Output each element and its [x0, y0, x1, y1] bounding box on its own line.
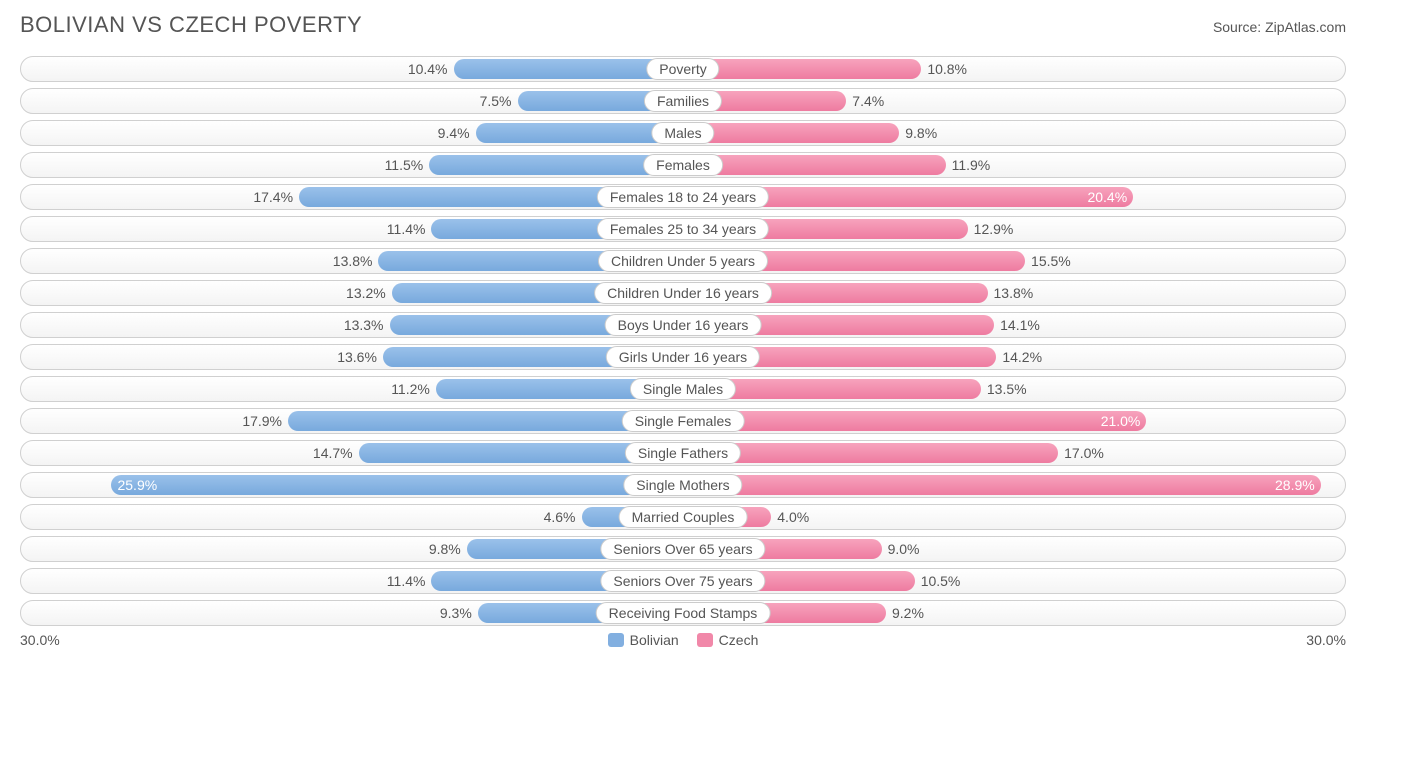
legend-swatch-right: [697, 633, 713, 647]
chart-row: 9.4% 9.8% Males: [20, 120, 1346, 146]
category-label: Receiving Food Stamps: [596, 602, 771, 624]
chart-row: 11.5% 11.9% Females: [20, 152, 1346, 178]
value-right: 9.8%: [905, 123, 937, 143]
legend-item-left: Bolivian: [608, 632, 679, 648]
value-right: 10.5%: [921, 571, 961, 591]
value-right: 11.9%: [952, 155, 991, 175]
value-left: 13.2%: [346, 283, 386, 303]
value-left: 14.7%: [313, 443, 353, 463]
axis-max-right: 30.0%: [1306, 632, 1346, 648]
chart-row: 14.7% 17.0% Single Fathers: [20, 440, 1346, 466]
bar-right: [683, 475, 1321, 495]
chart-row: 4.6% 4.0% Married Couples: [20, 504, 1346, 530]
chart-row: 11.2% 13.5% Single Males: [20, 376, 1346, 402]
category-label: Females: [643, 154, 723, 176]
bar-left: [111, 475, 683, 495]
value-right: 15.5%: [1031, 251, 1071, 271]
value-left: 13.6%: [337, 347, 377, 367]
legend-label-right: Czech: [719, 632, 759, 648]
category-label: Males: [651, 122, 714, 144]
chart-row: 7.5% 7.4% Families: [20, 88, 1346, 114]
value-left: 25.9%: [117, 475, 163, 495]
category-label: Seniors Over 75 years: [600, 570, 765, 592]
value-right: 4.0%: [777, 507, 809, 527]
category-label: Single Fathers: [625, 442, 741, 464]
chart-row: 13.6% 14.2% Girls Under 16 years: [20, 344, 1346, 370]
chart-row: 17.4% 20.4% Females 18 to 24 years: [20, 184, 1346, 210]
value-right: 10.8%: [927, 59, 967, 79]
value-right: 9.0%: [888, 539, 920, 559]
value-left: 11.4%: [387, 219, 426, 239]
category-label: Females 25 to 34 years: [597, 218, 769, 240]
chart-row: 9.8% 9.0% Seniors Over 65 years: [20, 536, 1346, 562]
value-left: 4.6%: [544, 507, 576, 527]
category-label: Children Under 16 years: [594, 282, 772, 304]
chart-row: 13.8% 15.5% Children Under 5 years: [20, 248, 1346, 274]
source-label: Source:: [1213, 19, 1261, 35]
value-right: 13.5%: [987, 379, 1027, 399]
chart-row: 11.4% 12.9% Females 25 to 34 years: [20, 216, 1346, 242]
value-right: 12.9%: [974, 219, 1014, 239]
chart-footer: 30.0% Bolivian Czech 30.0%: [20, 632, 1346, 648]
value-left: 11.5%: [385, 155, 424, 175]
value-right: 14.1%: [1000, 315, 1040, 335]
value-left: 7.5%: [480, 91, 512, 111]
value-left: 10.4%: [408, 59, 448, 79]
chart-title: BOLIVIAN VS CZECH POVERTY: [20, 12, 362, 38]
value-right: 21.0%: [1095, 411, 1141, 431]
legend-item-right: Czech: [697, 632, 759, 648]
category-label: Boys Under 16 years: [605, 314, 762, 336]
chart-source: Source: ZipAtlas.com: [1213, 19, 1346, 35]
value-right: 28.9%: [1269, 475, 1315, 495]
category-label: Poverty: [646, 58, 719, 80]
value-right: 14.2%: [1002, 347, 1042, 367]
value-right: 17.0%: [1064, 443, 1104, 463]
value-right: 13.8%: [994, 283, 1034, 303]
source-name[interactable]: ZipAtlas.com: [1265, 19, 1346, 35]
category-label: Girls Under 16 years: [606, 346, 760, 368]
chart-row: 25.9% 28.9% Single Mothers: [20, 472, 1346, 498]
bar-right: [683, 411, 1146, 431]
value-left: 11.4%: [387, 571, 426, 591]
value-left: 17.4%: [253, 187, 293, 207]
value-right: 20.4%: [1081, 187, 1127, 207]
category-label: Married Couples: [619, 506, 748, 528]
chart-row: 17.9% 21.0% Single Females: [20, 408, 1346, 434]
chart-header: BOLIVIAN VS CZECH POVERTY Source: ZipAtl…: [20, 12, 1346, 38]
category-label: Single Females: [622, 410, 745, 432]
category-label: Females 18 to 24 years: [597, 186, 769, 208]
value-left: 9.3%: [440, 603, 472, 623]
axis-max-left: 30.0%: [20, 632, 60, 648]
value-left: 13.8%: [333, 251, 373, 271]
category-label: Children Under 5 years: [598, 250, 768, 272]
value-left: 9.8%: [429, 539, 461, 559]
legend-swatch-left: [608, 633, 624, 647]
chart-row: 10.4% 10.8% Poverty: [20, 56, 1346, 82]
chart-row: 9.3% 9.2% Receiving Food Stamps: [20, 600, 1346, 626]
chart-row: 13.2% 13.8% Children Under 16 years: [20, 280, 1346, 306]
chart-row: 13.3% 14.1% Boys Under 16 years: [20, 312, 1346, 338]
value-right: 7.4%: [852, 91, 884, 111]
value-left: 11.2%: [391, 379, 430, 399]
legend-label-left: Bolivian: [630, 632, 679, 648]
category-label: Single Males: [630, 378, 736, 400]
category-label: Single Mothers: [623, 474, 742, 496]
legend: Bolivian Czech: [608, 632, 759, 648]
value-left: 13.3%: [344, 315, 384, 335]
category-label: Families: [644, 90, 722, 112]
bar-right: [683, 123, 899, 143]
category-label: Seniors Over 65 years: [600, 538, 765, 560]
value-right: 9.2%: [892, 603, 924, 623]
chart-row: 11.4% 10.5% Seniors Over 75 years: [20, 568, 1346, 594]
value-left: 9.4%: [438, 123, 470, 143]
value-left: 17.9%: [242, 411, 282, 431]
diverging-bar-chart: 10.4% 10.8% Poverty 7.5% 7.4% Families 9.4% 9.8…: [20, 56, 1346, 626]
